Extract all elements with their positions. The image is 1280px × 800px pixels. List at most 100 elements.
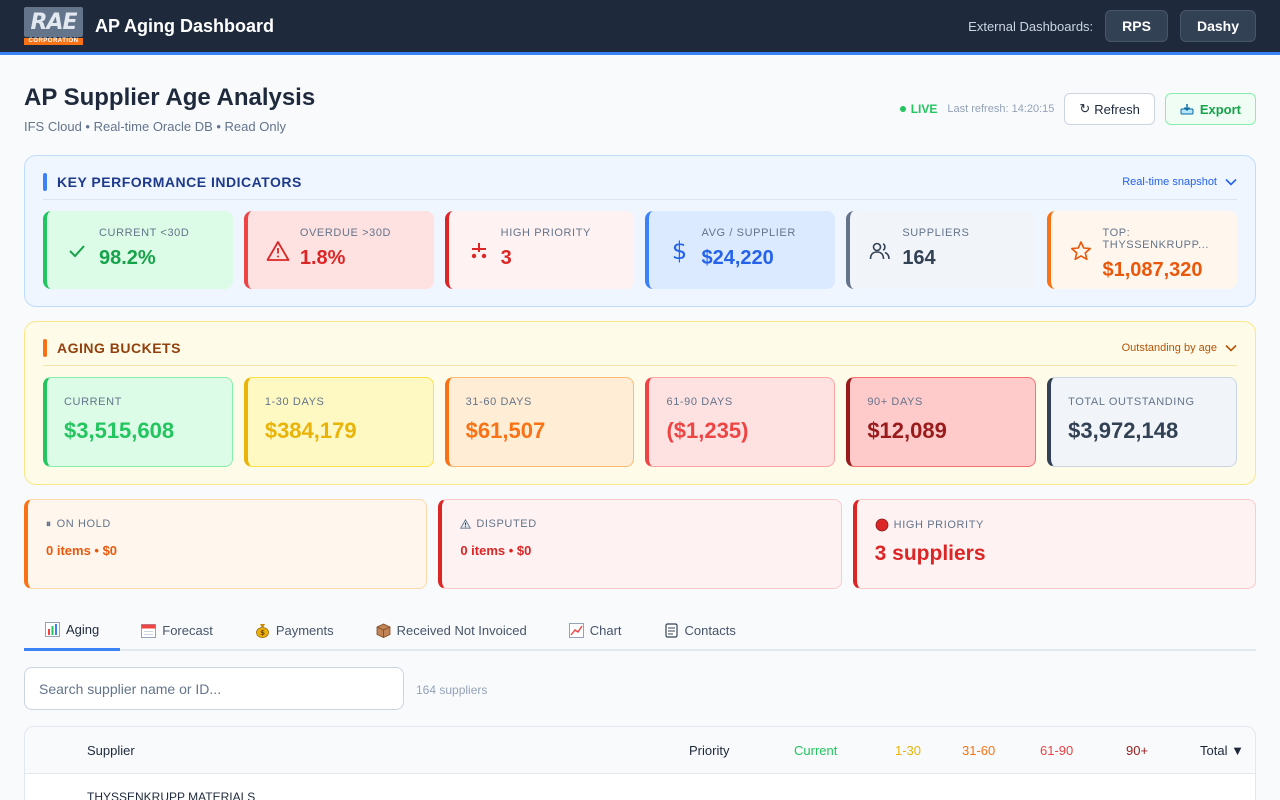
users-icon [870,242,891,260]
bucket-31-60: 31-60 DAYS $61,507 [444,377,635,467]
live-dot-icon [899,106,906,112]
tab-label: Received Not Invoiced [396,623,527,638]
tab-forecast[interactable]: Forecast [120,610,234,651]
export-button[interactable]: Export [1164,93,1256,125]
aging-table: Supplier Priority Current 1-30 31-60 61-… [24,726,1256,800]
table-header: Supplier Priority Current 1-30 31-60 61-… [25,727,1255,774]
chevron-down-icon [1225,344,1237,352]
kpi-card-overdue: OVERDUE >30D 1.8% [243,211,434,289]
dollar-icon: $ [671,237,688,265]
status-label: HIGH PRIORITY [893,519,984,531]
status-card-on-hold: ⏸ ON HOLD 0 items • $0 [24,499,428,589]
refresh-icon: ↻ [1079,101,1091,116]
tab-contacts[interactable]: Contacts [643,610,757,651]
status-label: DISPUTED [476,518,537,530]
page-title: AP Supplier Age Analysis [24,84,316,111]
kpi-value: 1.8% [299,247,346,269]
column-61-90[interactable]: 61-90 [1040,743,1074,758]
status-card-disputed: DISPUTED 0 items • $0 [438,499,842,589]
kpi-snapshot-toggle[interactable]: Real-time snapshot [1122,176,1237,188]
bucket-label: 61-90 DAYS [666,396,733,408]
aging-accent-bar [43,338,47,357]
svg-text:$: $ [260,629,265,637]
tab-label: Forecast [162,623,213,638]
warning-icon [266,241,290,261]
kpi-card-current: CURRENT <30D 98.2% [43,211,233,289]
kpi-value: $1,087,320 [1102,259,1203,281]
bucket-label: 1-30 DAYS [264,396,325,408]
refresh-label: Refresh [1094,101,1140,117]
live-indicator: LIVE [899,102,938,116]
aging-panel-title: AGING BUCKETS [57,339,181,356]
aging-outstanding-label: Outstanding by age [1121,341,1217,354]
page-subtitle: IFS Cloud • Real-time Oracle DB • Read O… [24,119,286,134]
bucket-total-outstanding: TOTAL OUTSTANDING $3,972,148 [1047,377,1237,467]
check-icon [69,245,85,258]
priority-icon [471,243,486,259]
tab-received-not-invoiced[interactable]: Received Not Invoiced [355,610,548,651]
aging-buckets-panel: AGING BUCKETS Outstanding by age CURRENT… [24,321,1256,485]
bucket-1-30: 1-30 DAYS $384,179 [243,377,434,467]
kpi-label: HIGH PRIORITY [500,227,591,239]
bucket-label: TOTAL OUTSTANDING [1068,396,1195,408]
kpi-label: OVERDUE >30D [299,227,392,239]
bucket-current: CURRENT $3,515,608 [43,377,233,467]
column-90-plus[interactable]: 90+ [1126,743,1149,758]
kpi-label: AVG / SUPPLIER [701,227,796,239]
aging-outstanding-toggle[interactable]: Outstanding by age [1122,342,1237,354]
table-row[interactable]: THYSSENKRUPP MATERIALS [25,774,1255,800]
kpi-card-avg-supplier: $ AVG / SUPPLIER $24,220 [645,211,836,289]
tab-chart[interactable]: Chart [548,610,643,651]
kpi-value: 98.2% [99,247,156,269]
tab-label: Contacts [684,623,736,638]
status-value: 0 items • $0 [46,543,118,558]
kpi-panel-title: KEY PERFORMANCE INDICATORS [57,173,302,190]
bar-chart-icon [45,621,60,637]
supplier-search-input[interactable] [24,667,404,710]
warning-icon [460,519,472,529]
kpi-snapshot-label: Real-time snapshot [1122,175,1217,188]
tab-label: Payments [275,623,334,638]
column-total[interactable]: Total ▼ [1200,743,1244,758]
export-label: Export [1199,101,1241,117]
bucket-label: 31-60 DAYS [465,396,532,408]
logo-subtext: CORPORATION [24,38,83,45]
dashy-dashboard-button[interactable]: Dashy [1179,10,1256,42]
bucket-value: $3,972,148 [1068,418,1179,443]
company-logo: RAE CORPORATION [24,7,83,45]
column-current[interactable]: Current [794,743,838,758]
refresh-button[interactable]: ↻ Refresh [1064,93,1155,125]
red-circle-icon [875,518,889,532]
package-icon [376,623,391,638]
column-supplier[interactable]: Supplier [87,743,135,758]
kpi-label: CURRENT <30D [99,227,190,239]
column-priority[interactable]: Priority [689,743,730,758]
live-label: LIVE [910,102,938,116]
bucket-value: $61,507 [465,418,546,443]
bucket-61-90: 61-90 DAYS ($1,235) [645,377,836,467]
top-bar: RAE CORPORATION AP Aging Dashboard Exter… [0,0,1280,55]
bucket-value: $3,515,608 [64,418,175,443]
kpi-value: 3 [500,247,512,269]
supplier-name: THYSSENKRUPP MATERIALS [87,790,256,800]
tab-label: Chart [589,623,622,638]
bucket-value: $384,179 [264,418,357,443]
column-31-60[interactable]: 31-60 [962,743,996,758]
kpi-card-high-priority: HIGH PRIORITY 3 [444,211,635,289]
kpi-card-suppliers: SUPPLIERS 164 [846,211,1037,289]
external-dashboards-label: External Dashboards: [968,18,1094,34]
kpi-panel: KEY PERFORMANCE INDICATORS Real-time sna… [24,155,1256,307]
tab-payments[interactable]: $ Payments [234,610,355,651]
star-icon [1070,241,1091,261]
logo-mark: RAE [24,7,83,37]
chevron-down-icon [1225,178,1237,186]
rps-dashboard-button[interactable]: RPS [1105,10,1168,42]
kpi-label: SUPPLIERS [902,227,970,239]
tab-aging[interactable]: Aging [24,610,121,651]
calendar-icon [141,624,157,638]
status-card-high-priority: HIGH PRIORITY 3 suppliers [852,499,1256,589]
column-1-30[interactable]: 1-30 [895,743,922,758]
kpi-accent-bar [43,172,47,191]
pause-icon: ⏸ [46,518,52,530]
money-bag-icon: $ [255,624,269,638]
